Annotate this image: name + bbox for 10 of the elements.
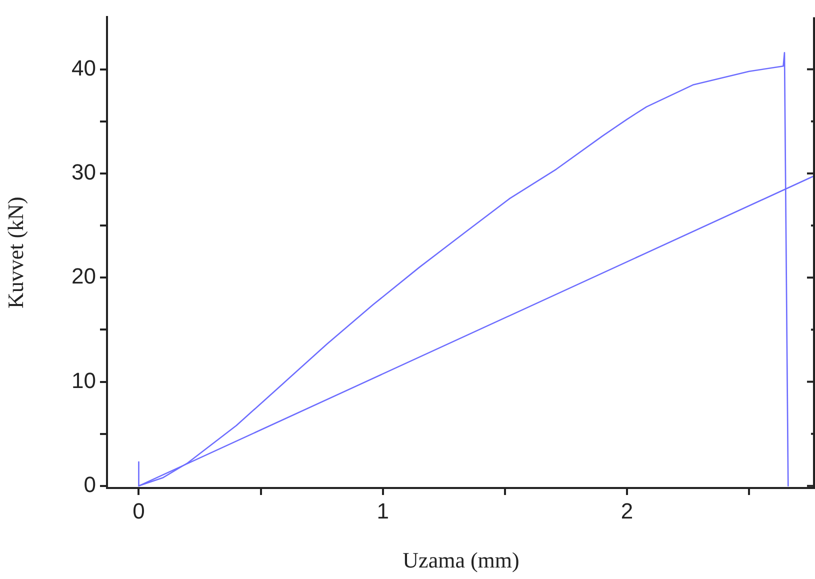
y-tick-label: 10 [72, 368, 96, 393]
x-tick-label: 2 [620, 498, 634, 524]
x-axis-title: Uzama (mm) [402, 548, 520, 573]
y-tick-label: 30 [72, 160, 96, 184]
y-tick-label: 0 [84, 472, 96, 497]
y-tick-label: 40 [72, 55, 96, 80]
x-tick-label: 0 [132, 498, 145, 524]
y-tick-label: 20 [72, 264, 96, 289]
y-axis-title: Kuvvet (kN) [2, 196, 28, 309]
x-tick-label: 1 [376, 498, 389, 524]
